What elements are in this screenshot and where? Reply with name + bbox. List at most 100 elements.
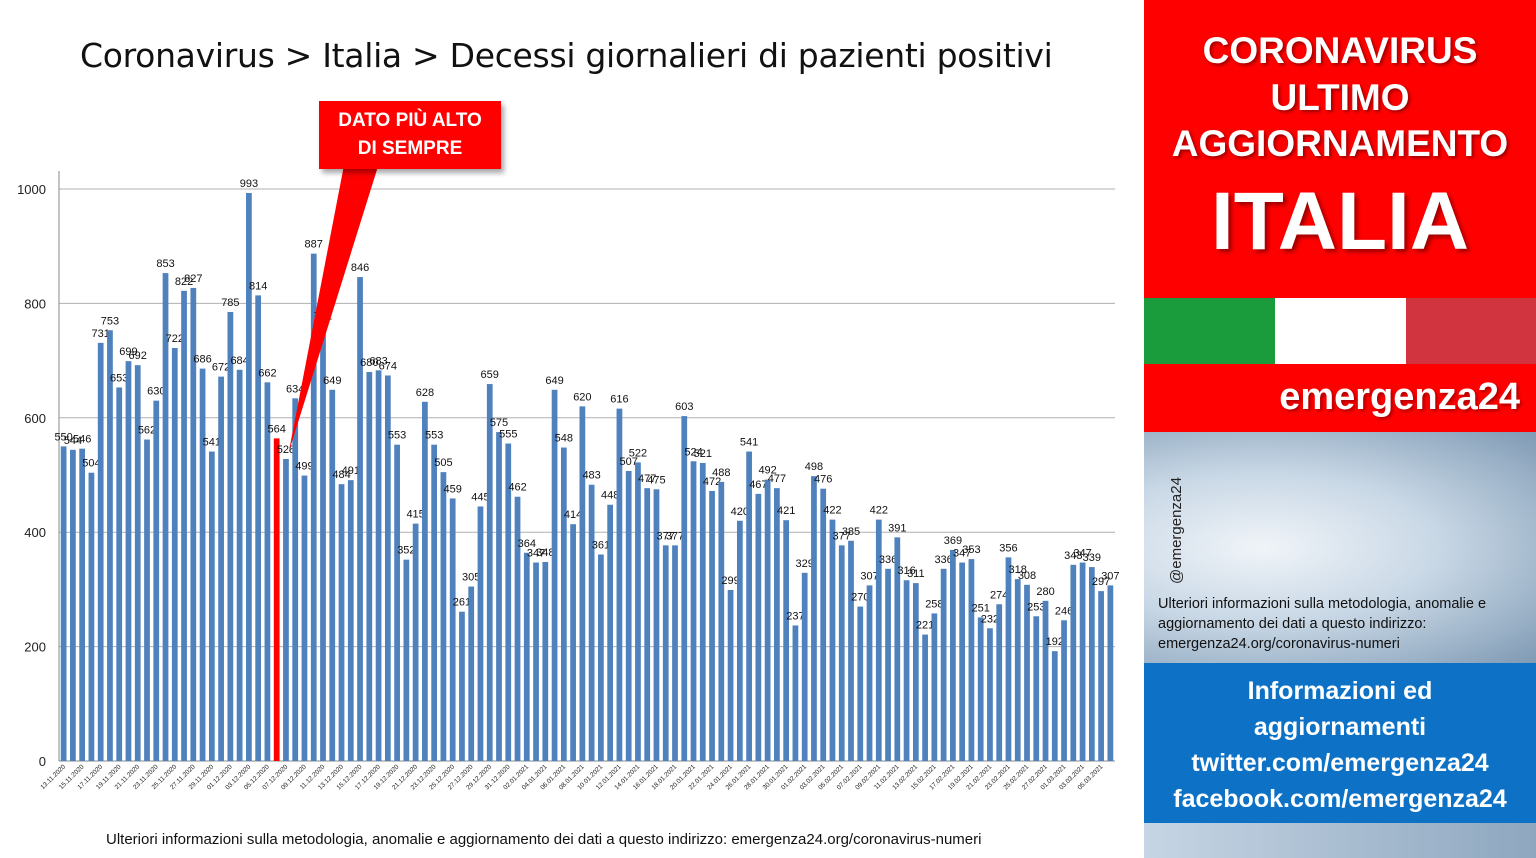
- data-label: 521: [694, 448, 712, 460]
- callout-line-1: DATO PIÙ ALTO: [338, 110, 482, 131]
- bar: [644, 488, 651, 761]
- bar: [1024, 584, 1030, 761]
- data-label: 305: [462, 572, 480, 584]
- data-label: 307: [1101, 570, 1119, 582]
- bar: [162, 273, 169, 761]
- data-label: 422: [870, 505, 888, 517]
- bar: [681, 416, 688, 761]
- bar: [449, 498, 456, 761]
- bar: [736, 520, 743, 761]
- bar: [190, 287, 197, 761]
- bar: [292, 398, 299, 761]
- data-label: 603: [675, 401, 693, 413]
- info-text: Ulteriori informazioni sulla metodologia…: [1158, 596, 1487, 652]
- bar: [227, 311, 234, 761]
- bar: [922, 634, 928, 761]
- bar: [635, 462, 641, 761]
- bar: [394, 444, 400, 761]
- bar: [607, 504, 614, 761]
- data-label: 414: [564, 509, 582, 521]
- bar: [570, 524, 576, 761]
- data-label: 299: [721, 575, 739, 587]
- data-label: 377: [833, 530, 851, 542]
- bar: [347, 480, 354, 761]
- bar: [857, 606, 864, 761]
- bar: [959, 562, 966, 761]
- bar: [625, 470, 632, 761]
- data-label: 353: [962, 544, 980, 556]
- data-label: 498: [805, 461, 823, 473]
- data-label: 505: [434, 457, 452, 469]
- bar: [412, 523, 419, 761]
- brand-logo-text: emergenza24: [1279, 376, 1520, 418]
- bar: [801, 572, 808, 761]
- bar: [1051, 651, 1058, 761]
- footnote: Ulteriori informazioni sulla metodologia…: [106, 831, 982, 848]
- data-label: 499: [295, 461, 313, 473]
- data-label: 237: [786, 610, 804, 622]
- bar: [486, 384, 493, 761]
- bar: [181, 290, 187, 761]
- bar: [885, 568, 891, 761]
- data-label: 575: [490, 417, 508, 429]
- data-label: 683: [369, 355, 387, 367]
- bar: [1098, 591, 1104, 761]
- bar: [338, 484, 345, 761]
- bar: [1107, 585, 1114, 761]
- data-label: 476: [814, 474, 832, 486]
- bar: [1005, 557, 1012, 761]
- bar: [616, 408, 623, 761]
- data-label: 274: [990, 589, 1008, 601]
- bar: [422, 401, 428, 761]
- brand-bar: emergenza24: [1144, 364, 1536, 432]
- bar: [903, 580, 910, 761]
- data-label: 692: [129, 350, 147, 362]
- bar: [357, 277, 363, 761]
- bar: [866, 585, 873, 761]
- bar: [171, 348, 178, 761]
- data-label: 649: [545, 375, 563, 387]
- bar: [977, 617, 984, 761]
- data-label: 562: [138, 425, 156, 437]
- bar: [431, 444, 438, 761]
- data-label: 564: [268, 423, 286, 435]
- bar: [699, 462, 706, 761]
- background-photo-bottom: [1144, 823, 1536, 858]
- bar: [514, 496, 521, 761]
- facebook-link[interactable]: facebook.com/emergenza24: [1173, 785, 1507, 813]
- bar: [838, 545, 845, 761]
- data-label: 628: [416, 387, 434, 399]
- data-label: 192: [1046, 636, 1064, 648]
- data-label: 472: [703, 476, 721, 488]
- data-label: 307: [860, 570, 878, 582]
- data-label: 649: [323, 375, 341, 387]
- bar: [459, 611, 465, 761]
- y-tick-label: 800: [24, 296, 46, 311]
- data-label: 634: [286, 383, 304, 395]
- data-label: 347: [1073, 548, 1091, 560]
- data-label: 553: [388, 430, 406, 442]
- bar: [496, 432, 502, 761]
- data-label: 316: [897, 565, 915, 577]
- data-label: 630: [147, 386, 165, 398]
- bar: [301, 475, 308, 761]
- highlight-bar: [273, 438, 280, 761]
- bar: [996, 604, 1003, 761]
- bar: [1033, 616, 1040, 761]
- data-label: 347: [527, 548, 545, 560]
- headline-block: CORONAVIRUS ULTIMO AGGIORNAMENTO ITALIA: [1144, 0, 1536, 298]
- data-label: 258: [925, 598, 943, 610]
- bar: [987, 628, 993, 761]
- flag-stripe-white: [1275, 298, 1406, 364]
- data-label: 548: [555, 433, 573, 445]
- data-label: 421: [777, 505, 795, 517]
- data-label: 391: [888, 522, 906, 534]
- data-label: 853: [156, 258, 174, 270]
- data-label: 620: [573, 391, 591, 403]
- bar: [199, 368, 206, 761]
- page-title: Coronavirus > Italia > Decessi giornalie…: [80, 36, 1053, 75]
- twitter-link[interactable]: twitter.com/emergenza24: [1191, 749, 1489, 777]
- data-label: 246: [1055, 605, 1073, 617]
- bar: [894, 537, 901, 761]
- side-panel: CORONAVIRUS ULTIMO AGGIORNAMENTO ITALIA …: [1144, 0, 1536, 858]
